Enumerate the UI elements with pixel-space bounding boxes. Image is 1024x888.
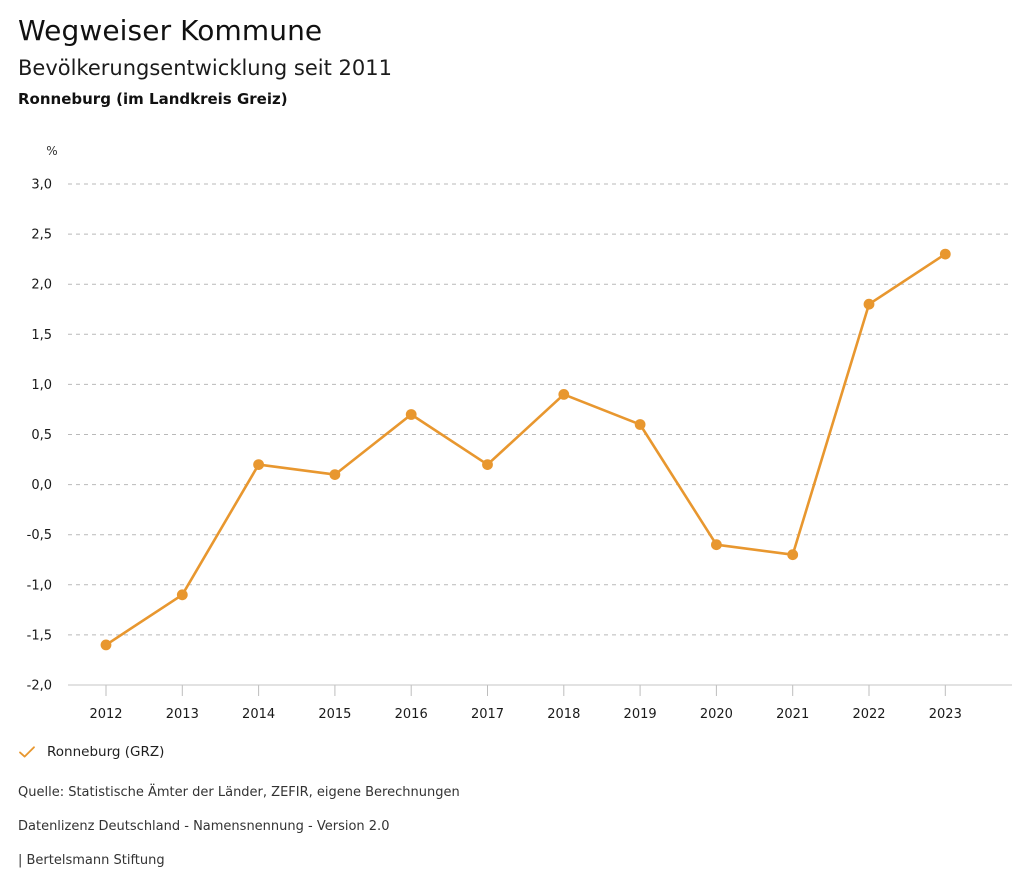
y-axis-ticks: 3,0 2,5 2,0 1,5 1,0 0,5 0,0 -0,5 -1,0 -1,5 -2,0 <box>27 178 52 694</box>
x-axis-tick-label: 2019 <box>624 707 657 722</box>
y-axis-tick-label: 2,5 <box>31 228 52 243</box>
header: Wegweiser Kommune Bevölkerungsentwicklun… <box>18 14 998 109</box>
data-point[interactable] <box>558 389 570 400</box>
page-title: Wegweiser Kommune <box>18 14 323 47</box>
footer: Quelle: Statistische Ämter der Länder, Z… <box>18 784 918 869</box>
data-point[interactable] <box>100 639 112 651</box>
x-axis-tick-label: 2021 <box>776 707 809 722</box>
x-axis-tick-label: 2016 <box>395 707 428 722</box>
y-axis-tick-label: -0,5 <box>27 528 52 543</box>
footer-source: Quelle: Statistische Ämter der Länder, Z… <box>18 785 460 800</box>
x-axis-tick-label: 2020 <box>700 707 733 722</box>
y-axis-tick-label: 0,5 <box>31 428 52 443</box>
data-point[interactable] <box>711 539 722 551</box>
footer-license: Datenlizenz Deutschland - Namensnennung … <box>18 819 390 834</box>
y-axis-tick-label: -1,5 <box>27 628 52 643</box>
data-point[interactable] <box>176 589 188 601</box>
data-point[interactable] <box>939 248 951 260</box>
line-chart: 3,0 2,5 2,0 1,5 1,0 0,5 0,0 -0,5 -1,0 -1,5 -2,0 20… <box>0 140 1024 740</box>
data-point[interactable] <box>253 459 264 470</box>
data-point[interactable] <box>634 419 646 430</box>
series-line <box>104 252 947 647</box>
x-axis-tick-label: 2018 <box>547 707 580 722</box>
y-axis-tick-label: 3,0 <box>31 178 52 193</box>
data-point[interactable] <box>329 469 341 480</box>
legend-label: Ronneburg (GRZ) <box>47 744 165 760</box>
y-axis-tick-label: 1,5 <box>31 328 52 343</box>
y-axis-tick-label: -1,0 <box>27 578 52 593</box>
x-axis-tick-label: 2012 <box>89 707 122 722</box>
x-axis-ticks: 2012 2013 2014 2015 2016 2017 2018 2019 2020 2021… <box>89 685 962 722</box>
x-axis-tick-label: 2015 <box>318 707 351 722</box>
legend-item-ronneburg[interactable]: Ronneburg (GRZ) <box>18 744 164 760</box>
x-axis-tick-label: 2014 <box>242 707 275 722</box>
y-axis-tick-label: 1,0 <box>31 378 52 393</box>
check-icon <box>19 746 35 758</box>
x-axis-tick-label: 2023 <box>929 707 962 722</box>
y-axis-tick-label: -2,0 <box>27 679 52 694</box>
region-label: Ronneburg (im Landkreis Greiz) <box>18 90 288 108</box>
y-axis-tick-label: 2,0 <box>31 278 52 293</box>
page-subtitle: Bevölkerungsentwicklung seit 2011 <box>18 56 392 80</box>
footer-publisher: | Bertelsmann Stiftung <box>18 853 165 868</box>
x-axis-tick-label: 2022 <box>852 707 885 722</box>
data-point[interactable] <box>863 298 875 310</box>
data-point[interactable] <box>787 549 799 561</box>
gridlines <box>68 183 1012 686</box>
data-series <box>100 248 951 651</box>
data-point[interactable] <box>482 459 493 470</box>
y-axis-unit-label: % <box>46 144 57 158</box>
x-axis-tick-label: 2013 <box>166 707 199 722</box>
y-axis-tick-label: 0,0 <box>31 478 52 493</box>
data-point[interactable] <box>405 409 417 420</box>
x-axis-tick-label: 2017 <box>471 707 504 722</box>
chart-canvas: 3,0 2,5 2,0 1,5 1,0 0,5 0,0 -0,5 -1,0 -1,5 -2,0 20… <box>27 144 1012 722</box>
